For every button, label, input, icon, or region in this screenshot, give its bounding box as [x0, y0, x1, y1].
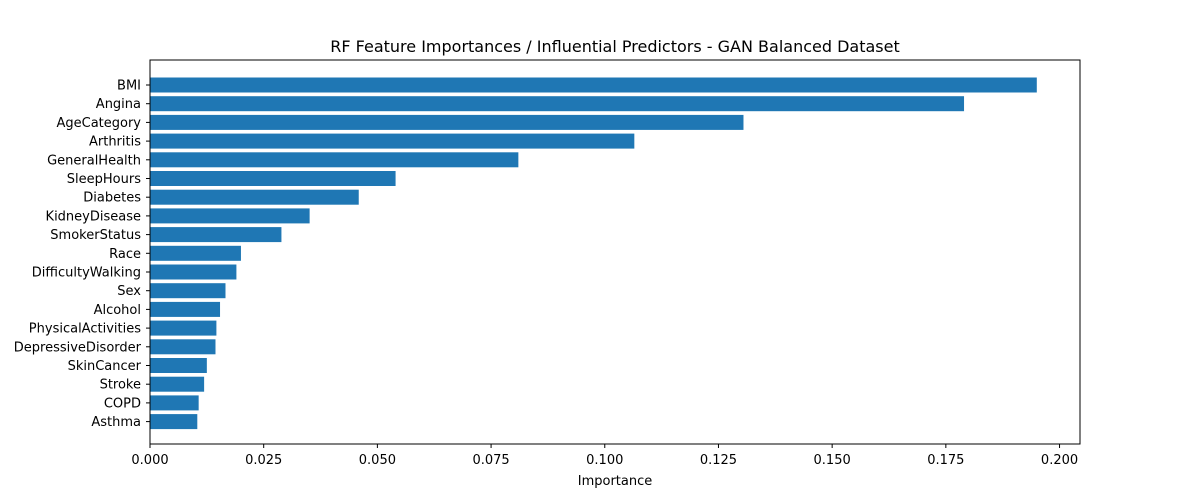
y-tick-label: Angina	[96, 97, 141, 112]
bar-asthma	[150, 414, 198, 430]
bars-group	[150, 77, 1037, 430]
chart-title: RF Feature Importances / Influential Pre…	[330, 37, 900, 56]
y-tick-label: SkinCancer	[68, 359, 142, 374]
y-tick-label: Stroke	[100, 378, 141, 393]
y-tick-label: GeneralHealth	[47, 153, 141, 168]
y-tick-label: BMI	[117, 79, 141, 94]
x-tick-label: 0.000	[131, 453, 168, 468]
y-tick-label: Arthritis	[89, 135, 141, 150]
x-tick-label: 0.100	[586, 453, 623, 468]
y-tick-label: COPD	[104, 396, 141, 411]
x-tick-label: 0.200	[1041, 453, 1078, 468]
x-tick-label: 0.125	[700, 453, 737, 468]
y-tick-label: Asthma	[91, 415, 141, 430]
y-tick-label: SmokerStatus	[50, 228, 141, 243]
bar-diabetes	[150, 189, 359, 205]
plot-frame	[149, 59, 1081, 445]
bar-stroke	[150, 376, 205, 392]
y-tick-label: KidneyDisease	[46, 209, 141, 224]
bar-skincancer	[150, 358, 207, 373]
y-tick-label: Race	[109, 247, 141, 262]
bar-angina	[150, 96, 965, 112]
bar-kidneydisease	[150, 208, 310, 224]
bar-alcohol	[150, 301, 221, 317]
y-tick-label: SleepHours	[67, 172, 141, 187]
bar-physicalactivities	[150, 320, 217, 336]
y-tick-label: AgeCategory	[56, 116, 141, 131]
bar-sex	[150, 283, 226, 299]
y-tick-labels: BMI Angina AgeCategory Arthritis GeneralHeal…	[14, 79, 150, 430]
bar-arthritis	[150, 133, 635, 149]
x-tick-label: 0.075	[472, 453, 509, 468]
x-tick-label: 0.025	[245, 453, 282, 468]
x-axis-title: Importance	[578, 474, 653, 489]
bar-bmi	[150, 77, 1037, 93]
bar-agecategory	[150, 114, 744, 130]
x-tick-label: 0.175	[927, 453, 964, 468]
x-tick-label: 0.150	[814, 453, 851, 468]
bar-sleephours	[150, 171, 396, 186]
x-tick-label: 0.050	[359, 453, 396, 468]
y-tick-label: Alcohol	[94, 303, 141, 318]
bar-depressivedisorder	[150, 339, 216, 355]
bar-race	[150, 245, 241, 261]
y-tick-label: DepressiveDisorder	[14, 340, 142, 355]
bar-generalhealth	[150, 152, 519, 168]
bar-difficultywalking	[150, 264, 237, 280]
bar-copd	[150, 395, 199, 411]
bar-smokerstatus	[150, 227, 282, 243]
y-tick-label: Diabetes	[83, 191, 141, 206]
x-ticks: 0.000 0.025 0.050 0.075 0.100 0.125 0.150 0.175…	[131, 444, 1078, 468]
y-tick-label: PhysicalActivities	[29, 322, 141, 337]
y-tick-label: DifficultyWalking	[32, 266, 141, 281]
y-tick-label: Sex	[117, 284, 141, 299]
